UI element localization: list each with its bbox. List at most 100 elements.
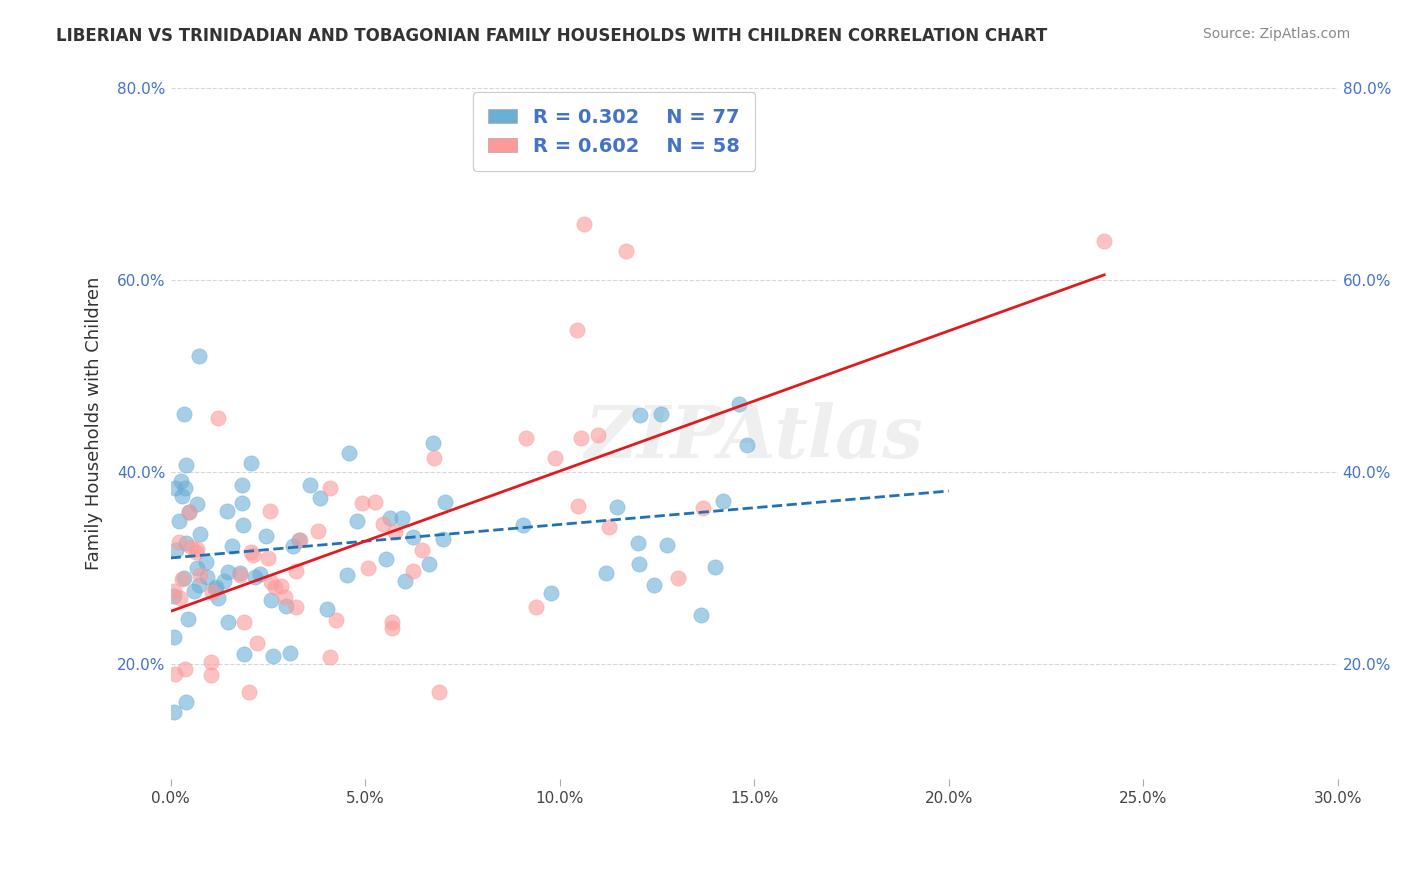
Point xyxy=(176,695,198,709)
Point xyxy=(174,481,197,495)
Point xyxy=(337,445,360,459)
Point xyxy=(221,539,243,553)
Point xyxy=(174,662,197,676)
Point xyxy=(433,494,456,508)
Point xyxy=(411,543,433,558)
Legend: R = 0.302    N = 77, R = 0.602    N = 58: R = 0.302 N = 77, R = 0.602 N = 58 xyxy=(472,93,755,171)
Point xyxy=(1092,235,1115,249)
Point xyxy=(207,591,229,605)
Point xyxy=(195,570,218,584)
Point xyxy=(515,431,537,445)
Point xyxy=(167,535,190,549)
Point xyxy=(239,544,262,558)
Point xyxy=(187,350,209,364)
Point xyxy=(207,410,229,425)
Point xyxy=(572,217,595,231)
Point xyxy=(188,526,211,541)
Point xyxy=(380,510,402,524)
Point xyxy=(278,646,301,660)
Point xyxy=(172,573,194,587)
Point xyxy=(186,561,208,575)
Point xyxy=(270,578,292,592)
Y-axis label: Family Households with Children: Family Households with Children xyxy=(86,277,103,570)
Point xyxy=(200,667,222,681)
Point xyxy=(703,560,725,574)
Point xyxy=(512,517,534,532)
Text: Source: ZipAtlas.com: Source: ZipAtlas.com xyxy=(1202,27,1350,41)
Point xyxy=(201,585,224,599)
Point xyxy=(319,650,342,665)
Point xyxy=(242,548,264,562)
Point xyxy=(243,569,266,583)
Point xyxy=(427,685,450,699)
Point xyxy=(350,496,373,510)
Point xyxy=(163,667,186,681)
Point xyxy=(402,531,425,545)
Point xyxy=(180,540,202,554)
Point xyxy=(737,437,759,451)
Point xyxy=(381,621,404,635)
Point xyxy=(628,409,651,423)
Point xyxy=(200,655,222,669)
Point xyxy=(285,565,308,579)
Point xyxy=(281,539,304,553)
Point xyxy=(179,505,201,519)
Point xyxy=(423,450,446,465)
Point xyxy=(614,244,637,258)
Point xyxy=(217,565,239,579)
Point xyxy=(163,630,186,644)
Point xyxy=(170,474,193,488)
Point xyxy=(565,323,588,337)
Point xyxy=(233,647,256,661)
Point xyxy=(274,590,297,604)
Point xyxy=(666,571,689,585)
Point xyxy=(188,567,211,582)
Point xyxy=(524,599,547,614)
Point xyxy=(217,615,239,630)
Point xyxy=(627,536,650,550)
Point xyxy=(184,545,207,559)
Point xyxy=(173,407,195,421)
Point xyxy=(215,504,238,518)
Point xyxy=(264,580,287,594)
Point xyxy=(316,601,339,615)
Point xyxy=(195,555,218,569)
Point xyxy=(254,529,277,543)
Point xyxy=(606,500,628,515)
Point xyxy=(357,561,380,575)
Point xyxy=(204,580,226,594)
Point xyxy=(544,450,567,465)
Point xyxy=(284,600,307,615)
Point xyxy=(374,551,396,566)
Point xyxy=(394,574,416,588)
Point xyxy=(595,566,617,581)
Point xyxy=(212,574,235,588)
Point xyxy=(418,557,440,571)
Point xyxy=(325,613,347,627)
Point xyxy=(183,584,205,599)
Point xyxy=(179,505,201,519)
Point xyxy=(246,635,269,649)
Point xyxy=(713,493,735,508)
Point xyxy=(692,500,714,515)
Text: LIBERIAN VS TRINIDADIAN AND TOBAGONIAN FAMILY HOUSEHOLDS WITH CHILDREN CORRELATI: LIBERIAN VS TRINIDADIAN AND TOBAGONIAN F… xyxy=(56,27,1047,45)
Point xyxy=(650,407,672,421)
Point xyxy=(249,566,271,581)
Point xyxy=(727,397,749,411)
Point xyxy=(260,575,283,590)
Point xyxy=(163,589,186,603)
Point xyxy=(336,568,359,582)
Point xyxy=(627,557,650,571)
Point xyxy=(229,567,252,582)
Point xyxy=(186,497,208,511)
Point xyxy=(240,456,263,470)
Point xyxy=(346,515,368,529)
Point xyxy=(274,599,297,613)
Point xyxy=(229,566,252,581)
Point xyxy=(165,542,187,557)
Point xyxy=(165,481,187,495)
Point xyxy=(569,431,592,445)
Point xyxy=(238,685,260,699)
Point xyxy=(363,495,385,509)
Point xyxy=(173,571,195,585)
